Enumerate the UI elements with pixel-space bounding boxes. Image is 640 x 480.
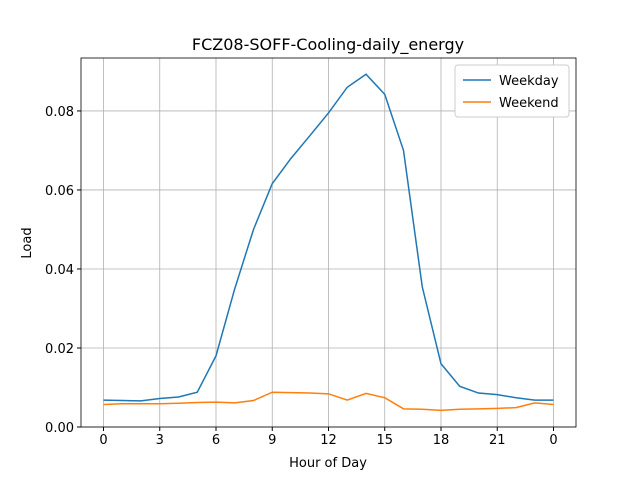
x-axis-label: Hour of Day <box>289 456 367 471</box>
legend-label: Weekend <box>499 96 559 111</box>
x-tick-label: 0 <box>99 433 107 448</box>
y-axis-label: Load <box>20 227 35 258</box>
y-tick-label: 0.08 <box>45 105 74 120</box>
y-tick-label: 0.02 <box>45 342 74 357</box>
x-tick-label: 6 <box>212 433 220 448</box>
x-tick-label: 3 <box>156 433 164 448</box>
legend-box <box>454 64 570 118</box>
x-tick-label: 21 <box>489 433 506 448</box>
x-tick-label: 9 <box>268 433 276 448</box>
x-tick-label: 15 <box>376 433 393 448</box>
x-tick-label: 18 <box>433 433 450 448</box>
x-tick-label: 12 <box>320 433 337 448</box>
x-tick-label: 0 <box>549 433 557 448</box>
legend-label: Weekday <box>499 74 559 89</box>
line-series <box>103 391 554 412</box>
y-tick-label: 0.04 <box>45 263 74 278</box>
y-tick-label: 0.00 <box>45 421 74 436</box>
chart-title: FCZ08-SOFF-Cooling-daily_energy <box>192 35 464 55</box>
y-tick-label: 0.06 <box>45 184 74 199</box>
plot-frame <box>80 57 577 428</box>
line-series <box>103 73 554 402</box>
